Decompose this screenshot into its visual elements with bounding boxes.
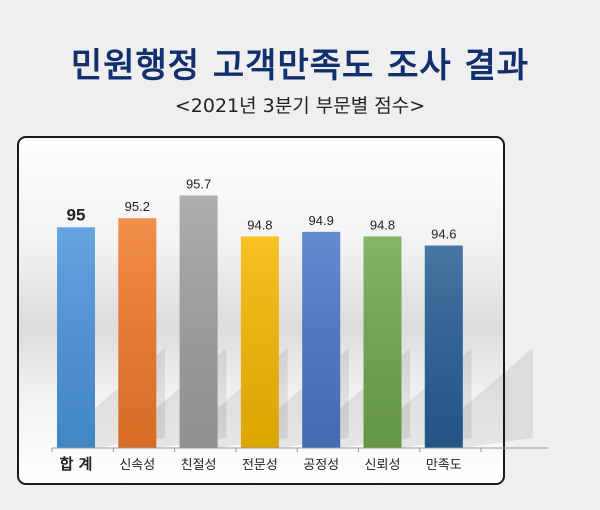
bar-shine xyxy=(118,218,157,448)
data-label: 94.9 xyxy=(309,213,334,228)
data-label: 94.8 xyxy=(247,217,272,232)
data-label: 94.8 xyxy=(370,217,395,232)
bar-shine xyxy=(240,236,279,448)
data-label: 94.6 xyxy=(431,227,456,242)
data-label: 95.7 xyxy=(186,176,211,191)
bar-shine xyxy=(424,245,463,448)
x-tick-label: 공정성 xyxy=(303,458,339,473)
data-label: 95.2 xyxy=(125,199,150,214)
x-tick-label: 친절성 xyxy=(181,458,217,473)
x-tick-label: 합 계 xyxy=(60,455,93,473)
bar-shine xyxy=(57,227,95,448)
bar-shine xyxy=(179,195,218,448)
bar-shadow xyxy=(462,348,533,448)
data-label: 95 xyxy=(67,205,86,224)
x-tick-label: 만족도 xyxy=(426,458,462,473)
x-tick-label: 신속성 xyxy=(119,458,155,473)
x-tick-label: 전문성 xyxy=(242,458,278,473)
page-title: 민원행정 고객만족도 조사 결과 xyxy=(70,46,530,86)
x-tick-label: 신뢰성 xyxy=(365,458,401,473)
bar-shine xyxy=(363,236,402,448)
page-subtitle: <2021년 3분기 부문별 점수> xyxy=(174,95,426,117)
bar-shine xyxy=(302,231,341,448)
